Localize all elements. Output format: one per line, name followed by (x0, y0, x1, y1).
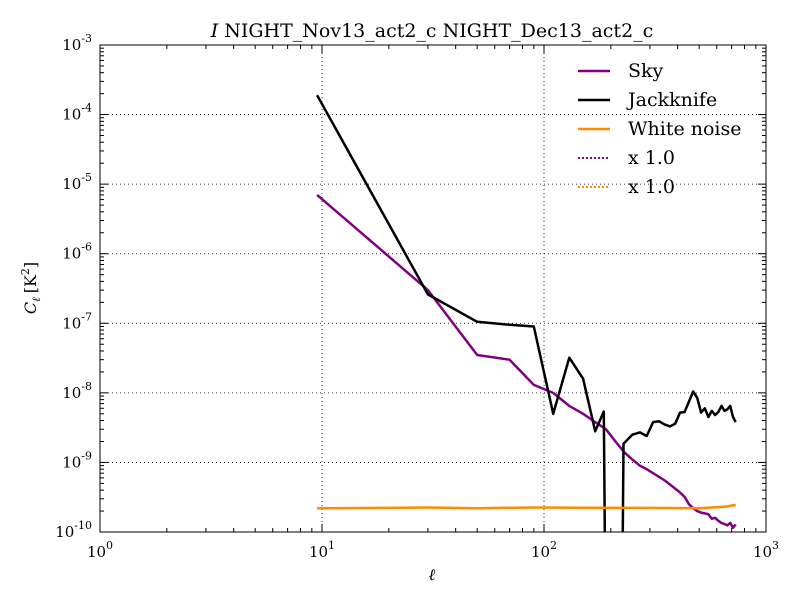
axis-ticks (99, 44, 767, 533)
y-label-sub: ℓ (30, 297, 43, 302)
y-tick-label: 10-4 (62, 102, 92, 124)
series-jackknife-line (316, 94, 737, 532)
y-tick-label: 10-5 (62, 171, 92, 193)
legend: Sky Jackknife White noise x 1.0 x 1.0 (578, 60, 742, 198)
legend-label: Jackknife (626, 89, 717, 111)
y-axis-label: Cℓ [K2] (19, 262, 43, 314)
y-tick-label: 10-7 (62, 310, 92, 332)
x-tick-label: 101 (309, 539, 335, 561)
x-tick-label: 102 (531, 539, 557, 561)
series-sky-line (316, 193, 737, 530)
x-tick-label: 103 (753, 539, 779, 561)
y-tick-label: 10-3 (62, 32, 92, 54)
x-tick-label: 100 (87, 539, 113, 561)
y-tick-label: 10-8 (62, 380, 92, 402)
y-tick-label: 10-10 (55, 519, 92, 541)
grid (100, 45, 766, 532)
chart-title: I NIGHT_Nov13_act2_c NIGHT_Dec13_act2_c (210, 20, 654, 42)
legend-label: Sky (628, 60, 664, 82)
y-tick-label: 10-6 (62, 241, 92, 263)
y-label-unit-close: ] (21, 262, 40, 268)
legend-label: x 1.0 (628, 147, 675, 169)
plot-series (316, 94, 737, 532)
y-label-unit: [K (21, 274, 40, 293)
axis-tick-labels: 100 101 102 103 10-10 10-9 10-8 10-7 10-6 10-5 10-… (55, 32, 779, 561)
legend-label: x 1.0 (628, 176, 675, 198)
y-label-main: C (21, 302, 40, 314)
title-prefix: I (210, 20, 219, 42)
x-axis-label: ℓ (429, 565, 436, 584)
plot-frame (99, 44, 767, 533)
y-label-unit-exp: 2 (19, 268, 32, 275)
title-text: NIGHT_Nov13_act2_c NIGHT_Dec13_act2_c (224, 20, 653, 42)
y-tick-label: 10-9 (62, 449, 92, 471)
series-white-noise-line (317, 503, 736, 510)
legend-label: White noise (628, 118, 742, 140)
